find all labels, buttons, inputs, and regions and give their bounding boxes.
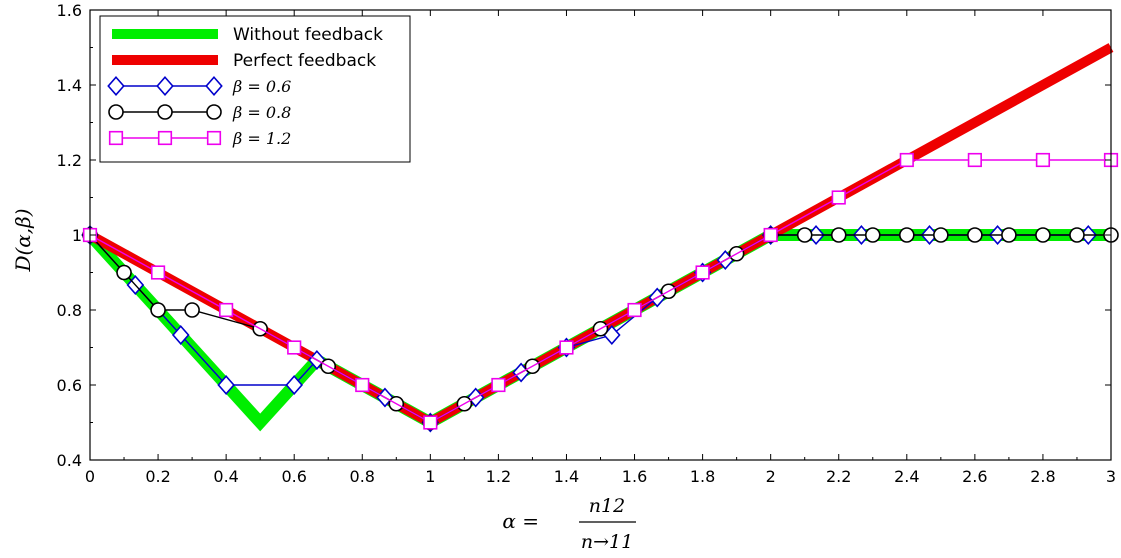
x-tick-label: 1.6	[622, 467, 647, 486]
square-marker	[219, 302, 234, 318]
circle-marker	[116, 264, 132, 281]
diamond-marker	[107, 76, 125, 96]
legend-entry-3: β = 0.8	[108, 103, 291, 122]
legend-label: Perfect feedback	[233, 51, 376, 71]
x-axis-label-numerator: n12	[589, 495, 625, 517]
y-tick-label: 0.6	[57, 376, 82, 395]
series-4	[82, 152, 1119, 430]
x-tick-label: 1.2	[486, 467, 511, 486]
circle-marker	[157, 104, 173, 120]
square-marker	[491, 377, 506, 393]
square-marker	[831, 190, 846, 205]
circle-marker	[898, 227, 915, 243]
square-marker	[559, 340, 574, 355]
x-tick-label: 1.8	[690, 467, 715, 486]
circle-marker	[150, 302, 166, 318]
x-axis-label-prefix: α =	[502, 509, 539, 533]
y-tick-label: 1.4	[57, 76, 82, 95]
circle-marker	[967, 227, 983, 243]
square-marker	[108, 130, 124, 146]
square-marker	[423, 415, 438, 430]
legend-label: β = 0.8	[232, 103, 291, 122]
circle-marker	[933, 227, 949, 243]
diamond-marker	[217, 375, 235, 395]
x-tick-label: 0.8	[350, 467, 375, 486]
legend-entry-2: β = 0.6	[107, 76, 291, 96]
legend-label: Without feedback	[233, 25, 383, 45]
legend: Without feedback Perfect feedback β = 0.6 β…	[99, 15, 411, 163]
axes-ticks: 0 0.2 0.4 0.6 0.8 1 1.2 1.4 1.6 1.8 2 2.2 2.4 2.6 2.8 3…	[57, 1, 1117, 486]
y-tick-label: 1.2	[57, 151, 82, 170]
legend-label: β = 0.6	[232, 77, 291, 96]
diamond-marker	[156, 76, 174, 96]
legend-entry-0: Without feedback	[112, 25, 383, 45]
series-line	[89, 159, 1111, 424]
x-axis-label-denominator: n→11	[581, 531, 633, 553]
diamond-marker	[205, 76, 223, 96]
legend-entry-4: β = 1.2	[108, 129, 291, 148]
square-marker	[1035, 152, 1051, 168]
x-tick-label: 2.2	[826, 467, 851, 486]
x-axis-label: α = n12 n→11	[502, 495, 636, 553]
square-marker	[355, 377, 370, 393]
plot-lines	[81, 43, 1119, 433]
y-tick-label: 0.4	[57, 451, 82, 470]
x-tick-label: 2.4	[894, 467, 919, 486]
x-tick-label: 2	[766, 467, 776, 486]
square-marker	[150, 265, 166, 280]
square-marker	[287, 340, 302, 355]
square-marker	[899, 152, 914, 168]
x-tick-label: 1	[425, 467, 435, 486]
x-tick-label: 3	[1106, 467, 1116, 486]
circle-marker	[206, 104, 222, 120]
legend-label: β = 1.2	[232, 129, 291, 148]
circle-marker	[864, 227, 881, 243]
legend-entry-1: Perfect feedback	[112, 51, 376, 71]
diamond-marker	[172, 325, 190, 345]
circle-marker	[108, 104, 124, 120]
x-tick-label: 1.4	[554, 467, 579, 486]
x-tick-label: 0.6	[281, 467, 306, 486]
square-marker	[206, 130, 222, 146]
circle-marker	[830, 227, 847, 243]
y-tick-label: 1.6	[57, 1, 82, 20]
x-tick-label: 0.4	[213, 467, 238, 486]
x-tick-label: 2.8	[1030, 467, 1055, 486]
square-marker	[627, 302, 642, 318]
circle-marker	[796, 227, 813, 243]
square-marker	[157, 130, 173, 146]
circle-marker	[184, 302, 200, 318]
x-tick-label: 0	[85, 467, 95, 486]
circle-marker	[1035, 227, 1051, 243]
square-marker	[763, 227, 778, 243]
circle-marker	[1001, 227, 1017, 243]
y-tick-label: 0.8	[57, 301, 82, 320]
circle-marker	[1069, 227, 1085, 243]
y-tick-label: 1	[72, 226, 82, 245]
square-marker	[967, 152, 982, 168]
x-tick-label: 2.6	[962, 467, 987, 486]
x-tick-label: 0.2	[145, 467, 170, 486]
y-axis-label: D(α,β)	[11, 208, 35, 272]
square-marker	[695, 265, 710, 280]
diamond-marker	[285, 375, 303, 395]
